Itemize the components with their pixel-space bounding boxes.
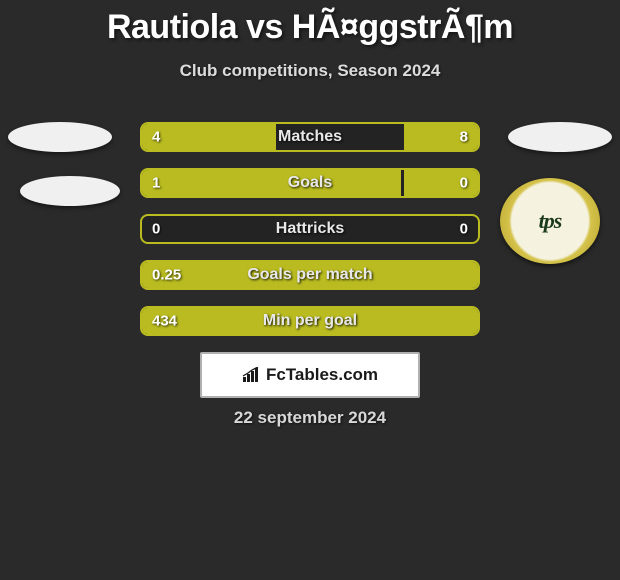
- stat-right-value: 0: [460, 175, 468, 192]
- bar-left-fill: [142, 170, 401, 196]
- stat-row-goals: 1 Goals 0: [140, 168, 480, 198]
- stat-right-value: 8: [460, 129, 468, 146]
- stat-label: Min per goal: [263, 312, 357, 330]
- stat-right-value: 0: [460, 221, 468, 238]
- stat-left-value: 4: [152, 129, 160, 146]
- page-title: Rautiola vs HÃ¤ggstrÃ¶m: [0, 0, 620, 47]
- stat-left-value: 434: [152, 313, 177, 330]
- player2-badge-row1: [508, 122, 612, 152]
- stat-row-matches: 4 Matches 8: [140, 122, 480, 152]
- footer-date: 22 september 2024: [0, 408, 620, 428]
- stat-label: Goals: [288, 174, 332, 192]
- stat-left-value: 0.25: [152, 267, 181, 284]
- stat-row-hattricks: 0 Hattricks 0: [140, 214, 480, 244]
- comparison-bars: 4 Matches 8 1 Goals 0 0 Hattricks 0 0.25…: [140, 122, 480, 352]
- source-logo-box: FcTables.com: [200, 352, 420, 398]
- bar-left-fill: [142, 124, 276, 150]
- stat-left-value: 0: [152, 221, 160, 238]
- stat-left-value: 1: [152, 175, 160, 192]
- stat-label: Hattricks: [276, 220, 344, 238]
- source-logo-text: FcTables.com: [266, 365, 378, 385]
- player1-badge-row2: [20, 176, 120, 206]
- bar-chart-icon: [242, 367, 262, 383]
- stat-row-goals-per-match: 0.25 Goals per match: [140, 260, 480, 290]
- player2-club-crest: tps: [500, 178, 600, 264]
- page-subtitle: Club competitions, Season 2024: [0, 61, 620, 81]
- source-logo: FcTables.com: [242, 365, 378, 385]
- stat-row-min-per-goal: 434 Min per goal: [140, 306, 480, 336]
- crest-text: tps: [539, 208, 562, 234]
- stat-label: Matches: [278, 128, 342, 146]
- stat-label: Goals per match: [247, 266, 372, 284]
- player1-badge-row1: [8, 122, 112, 152]
